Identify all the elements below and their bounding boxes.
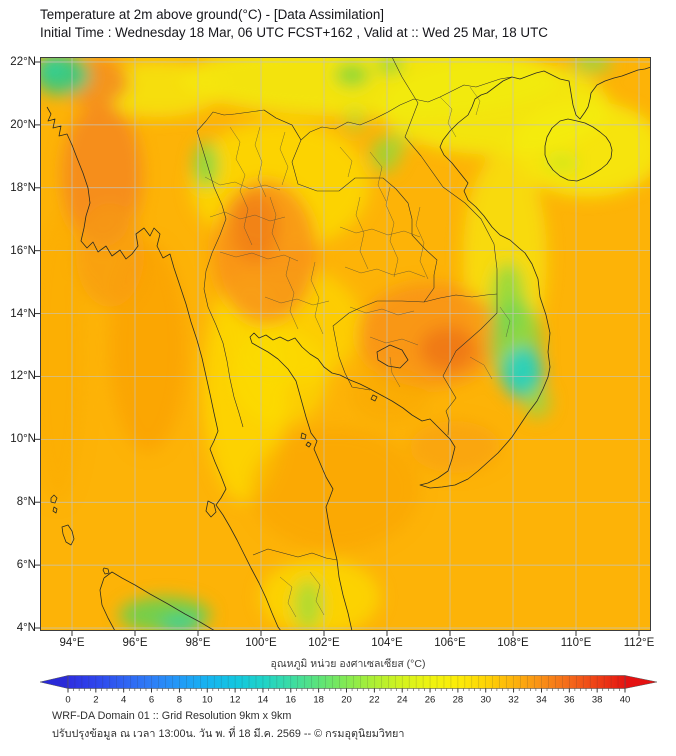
colorbar: 0 2 4 6 8 10 12 14 16 18 20 22 24 26 28 30 32 34 36 38 40 — [39, 675, 658, 706]
page-title: Temperature at 2m above ground(°C) - [Da… — [40, 7, 384, 22]
gulf-islands — [300, 394, 378, 448]
footer-update-info: ปรับปรุงข้อมูล ณ เวลา 13:00น. วัน พ. ที่… — [52, 728, 405, 740]
phuket-island — [205, 500, 217, 518]
colorbar-tick-label: 14 — [258, 695, 269, 706]
footer-domain-info: WRF-DA Domain 01 :: Grid Resolution 9km … — [52, 710, 292, 722]
colorbar-tick-label: 40 — [620, 695, 631, 706]
lon-tick-label: 98°E — [185, 637, 211, 649]
colorbar-tick-label: 30 — [480, 695, 491, 706]
sumatra-coastline — [99, 571, 216, 631]
andaman-nicobar-islands — [50, 494, 110, 575]
gulf-vietnam-china-coastline — [249, 66, 651, 631]
colorbar-tick-label: 18 — [313, 695, 324, 706]
lon-tick-label: 102°E — [308, 637, 340, 649]
lon-tick-label: 94°E — [59, 637, 85, 649]
lat-tick-label: 12°N — [10, 370, 36, 383]
lat-tick-label: 14°N — [10, 307, 36, 320]
country-borders — [196, 57, 513, 561]
graticule-gridlines — [40, 57, 651, 631]
coastlines — [46, 66, 651, 631]
mainland-west-coastline — [46, 106, 282, 631]
colorbar-tick-label: 16 — [286, 695, 297, 706]
lon-tick-label: 96°E — [122, 637, 148, 649]
lat-tick-label: 18°N — [10, 181, 36, 194]
lon-tick-label: 106°E — [434, 637, 466, 649]
map-canvas — [40, 57, 651, 631]
lon-tick-label: 100°E — [245, 637, 277, 649]
colorbar-tick-label: 26 — [425, 695, 436, 706]
colorbar-tick-label: 28 — [453, 695, 464, 706]
colorbar-tick-label: 8 — [177, 695, 182, 706]
longitude-axis-ticks — [71, 631, 640, 636]
lat-tick-label: 16°N — [10, 244, 36, 257]
latitude-axis-ticks — [35, 61, 40, 629]
colorbar-tick-label: 20 — [341, 695, 352, 706]
colorbar-tick-label: 24 — [397, 695, 408, 706]
lat-tick-label: 8°N — [16, 496, 36, 509]
colorbar-tick-label: 32 — [508, 695, 519, 706]
colorbar-title: อุณหภูมิ หน่วย องศาเซลเซียส (°C) — [270, 658, 426, 670]
colorbar-tick-label: 10 — [202, 695, 213, 706]
colorbar-tick-label: 38 — [592, 695, 603, 706]
colorbar-tick-label: 4 — [121, 695, 126, 706]
colorbar-tick-label: 34 — [536, 695, 547, 706]
colorbar-tick-label: 6 — [149, 695, 154, 706]
lat-tick-label: 10°N — [10, 433, 36, 446]
hainan-island — [544, 118, 613, 182]
lon-tick-label: 108°E — [497, 637, 529, 649]
colorbar-tick-label: 0 — [65, 695, 70, 706]
temperature-map-svg — [40, 57, 651, 631]
colorbar-tick-label: 36 — [564, 695, 575, 706]
lat-tick-label: 22°N — [10, 56, 36, 68]
colorbar-tick-label: 2 — [93, 695, 98, 706]
lat-tick-label: 6°N — [16, 559, 36, 572]
lon-tick-label: 110°E — [560, 637, 592, 649]
map-border — [40, 57, 651, 631]
colorbar-tick-label: 12 — [230, 695, 241, 706]
lat-tick-label: 4°N — [16, 621, 36, 634]
tonle-sap-lake — [376, 344, 409, 369]
subtitle-init-valid-time: Initial Time : Wednesday 18 Mar, 06 UTC … — [40, 25, 548, 40]
lon-tick-label: 104°E — [371, 637, 403, 649]
lat-tick-label: 20°N — [10, 118, 36, 131]
temperature-field — [40, 57, 651, 631]
colorbar-tick-label: 22 — [369, 695, 380, 706]
lon-tick-label: 112°E — [623, 637, 655, 649]
province-borders — [204, 86, 511, 618]
